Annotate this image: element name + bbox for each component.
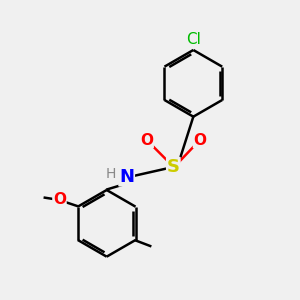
Text: O: O [53,192,66,207]
Text: O: O [140,133,153,148]
Text: S: S [167,158,180,176]
Text: Cl: Cl [186,32,201,47]
Text: H: H [106,167,116,181]
Text: O: O [194,133,206,148]
Text: N: N [119,168,134,186]
